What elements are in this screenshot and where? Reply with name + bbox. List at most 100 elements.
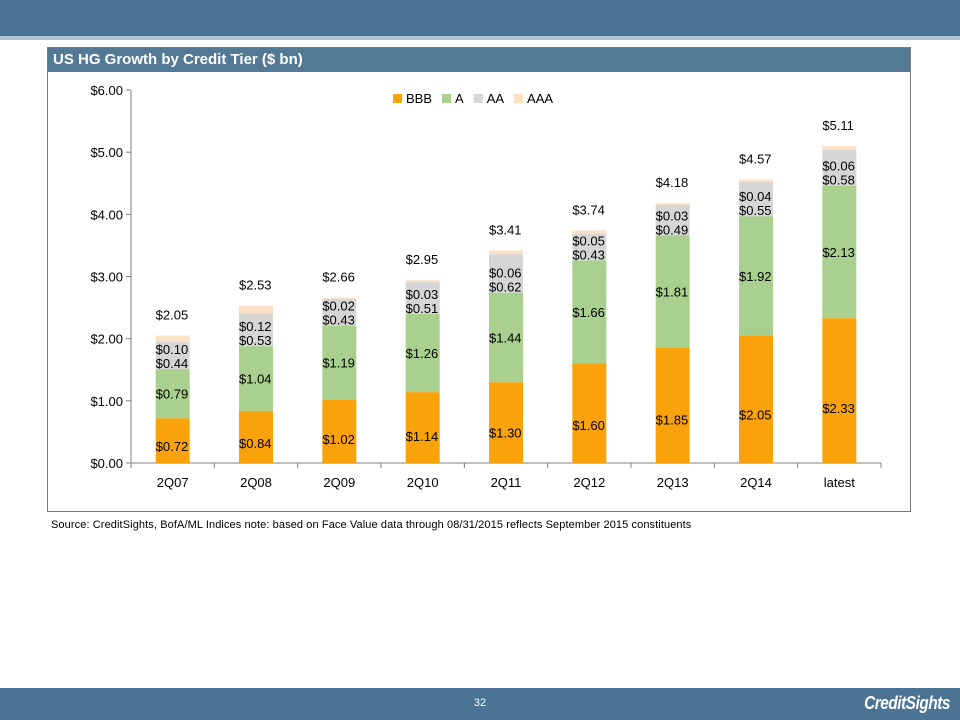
header-bar (0, 0, 960, 36)
stacked-bar-chart: $0.00 $1.00 $2.00 $3.00 $4.00 $5.00 $6.00 $0.72… (90, 83, 882, 490)
data-label-bbb: $1.14 (406, 429, 439, 444)
bar-aaa (322, 297, 357, 299)
bar-bbb (822, 318, 857, 463)
legend-label-aa: AA (487, 91, 505, 106)
data-label-total: $3.74 (572, 202, 605, 217)
y-tick-label: $1.00 (90, 394, 123, 409)
data-label-aa: $0.44 (156, 356, 189, 371)
x-tick-label: 2Q10 (407, 475, 439, 490)
x-tick-label: 2Q09 (323, 475, 355, 490)
data-label-total: $2.53 (239, 278, 272, 293)
bar-a (739, 216, 773, 336)
legend-swatch-aa (473, 94, 483, 103)
bar-aaa (405, 280, 440, 283)
x-tick-label: 2Q08 (240, 475, 272, 490)
data-label-a: $1.04 (239, 371, 272, 386)
footer-bar: 32 CreditSights (0, 688, 960, 720)
data-label-aaa: $0.10 (156, 342, 189, 357)
data-label-aa: $0.51 (406, 301, 439, 316)
data-label-aa: $0.55 (739, 203, 772, 218)
data-label-a: $0.79 (156, 387, 189, 402)
data-label-aa: $0.58 (822, 173, 855, 188)
legend-swatch-bbb (393, 94, 402, 103)
data-label-bbb: $0.72 (156, 439, 189, 454)
bar-a (572, 260, 607, 364)
data-label-total: $2.66 (322, 270, 355, 285)
bar-bbb (155, 418, 190, 463)
bar-aa (155, 341, 190, 370)
x-tick-label: latest (824, 475, 855, 490)
y-tick-label: $2.00 (90, 332, 123, 347)
source-note: Source: CreditSights, BofA/ML Indices no… (51, 519, 692, 531)
bar-a (822, 185, 857, 319)
bar-aaa (739, 179, 773, 183)
data-label-bbb: $1.85 (656, 412, 689, 427)
bar-bbb (655, 347, 690, 463)
y-tick-label: $5.00 (90, 145, 123, 160)
data-label-total: $4.57 (739, 152, 772, 167)
bar-bbb (739, 335, 773, 463)
data-label-bbb: $1.02 (322, 432, 355, 447)
data-label-a: $2.13 (822, 245, 855, 260)
legend-label-aaa: AAA (527, 91, 553, 106)
data-label-a: $1.26 (406, 346, 439, 361)
bar-aaa (655, 203, 690, 206)
y-tick-label: $4.00 (90, 207, 123, 222)
y-tick-label: $0.00 (90, 456, 123, 471)
x-tick-label: 2Q13 (657, 475, 689, 490)
chart-title: US HG Growth by Credit Tier ($ bn) (48, 48, 910, 72)
data-label-a: $1.19 (322, 356, 355, 371)
bar-bbb (489, 382, 523, 463)
bar-a (655, 235, 690, 348)
y-tick-label: $3.00 (90, 270, 123, 285)
header-stripe (0, 36, 960, 40)
data-label-a: $1.66 (572, 305, 605, 320)
bar-bbb (322, 399, 357, 463)
data-label-a: $1.44 (489, 330, 522, 345)
bar-aa (239, 313, 273, 347)
bar-aaa (489, 250, 523, 255)
bar-aa (322, 298, 357, 326)
data-label-bbb: $0.84 (239, 436, 272, 451)
bar-bbb (239, 410, 273, 463)
data-label-total: $5.11 (822, 118, 854, 133)
data-label-bbb: $2.05 (739, 408, 772, 423)
legend-swatch-aaa (514, 94, 524, 103)
legend-label-a: A (455, 91, 464, 106)
data-label-total: $3.41 (489, 222, 522, 237)
data-label-total: $2.95 (406, 252, 439, 267)
bar-aa (822, 149, 857, 186)
bar-aaa (239, 305, 273, 314)
x-tick-label: 2Q14 (740, 475, 772, 490)
bar-a (155, 369, 190, 419)
bar-aaa (155, 335, 190, 342)
data-label-aaa: $0.06 (822, 159, 855, 174)
bar-bbb (405, 392, 440, 463)
bar-aaa (822, 145, 857, 150)
data-label-aaa: $0.03 (656, 208, 689, 223)
bar-bbb (572, 363, 607, 463)
legend-swatch-a (442, 94, 452, 103)
x-tick-label: 2Q11 (491, 475, 522, 490)
bar-a (239, 346, 273, 411)
data-label-bbb: $2.33 (822, 401, 855, 416)
data-label-aaa: $0.04 (739, 189, 772, 204)
data-label-bbb: $1.30 (489, 425, 522, 440)
data-label-a: $1.81 (656, 285, 689, 300)
bar-aa (655, 205, 690, 236)
brand-logo: CreditSights (864, 693, 950, 713)
bar-aa (739, 182, 773, 217)
data-label-aaa: $0.12 (239, 319, 272, 334)
data-label-aa: $0.53 (239, 333, 272, 348)
x-tick-label: 2Q07 (157, 475, 189, 490)
page-number: 32 (473, 697, 487, 709)
data-label-aa: $0.62 (489, 280, 522, 295)
data-label-aaa: $0.02 (322, 299, 355, 314)
data-label-aa: $0.43 (572, 247, 605, 262)
data-label-aaa: $0.06 (489, 266, 522, 281)
data-label-bbb: $1.60 (572, 418, 605, 433)
bar-aa (489, 254, 523, 293)
bar-a (322, 325, 357, 400)
data-label-aa: $0.49 (656, 222, 689, 237)
bar-a (405, 313, 440, 393)
